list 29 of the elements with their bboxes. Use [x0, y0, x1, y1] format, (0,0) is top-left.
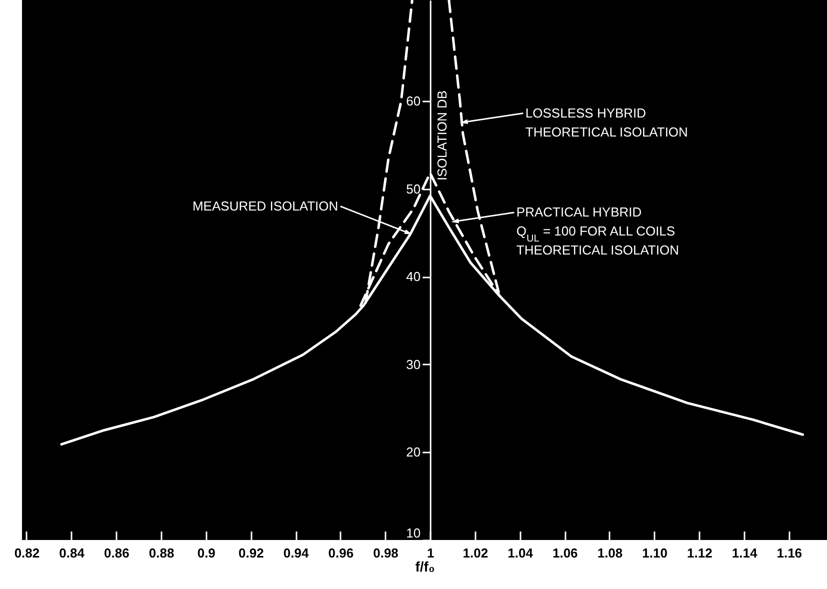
y-tick-label: 30: [406, 356, 421, 372]
y-tick-label: 60: [406, 93, 421, 108]
y-tick-label: 40: [406, 269, 421, 284]
x-tick-label: 1.02: [462, 546, 488, 560]
x-tick-label: 1.06: [552, 546, 578, 560]
x-tick-label: 0.86: [104, 546, 130, 560]
x-tick-label: 1.12: [687, 546, 712, 560]
x-tick-label: 0.96: [328, 546, 354, 560]
annotation: PRACTICAL HYBRID Q$_{UL}$ = 100 FOR ALL COILS THEORETICAL ISOLATION: [516, 204, 679, 258]
x-tick-label: 0.82: [14, 546, 40, 560]
x-tick-label: 0.88: [148, 546, 174, 560]
x-tick-label: 1.10: [642, 546, 668, 560]
y-tick-label: 50: [406, 181, 421, 196]
x-tick-label: 0.84: [59, 546, 86, 560]
x-axis-title: f/f₀: [415, 558, 435, 574]
x-tick-label: 0.92: [238, 546, 264, 560]
annotation: LOSSLESS HYBRID THEORETICAL ISOLATION: [525, 105, 688, 140]
x-tick-label: 1: [426, 546, 434, 560]
x-tick-label: 1.08: [597, 546, 623, 560]
x-tick-label: 1.14: [732, 546, 758, 560]
y-tick-label: 10: [406, 526, 421, 540]
annotation: MEASURED ISOLATION: [192, 198, 338, 214]
y-tick-label: 20: [406, 444, 421, 460]
x-tick-label: 1.16: [776, 546, 802, 560]
x-tick-label: 0.94: [283, 546, 310, 560]
x-tick-label: 0.98: [373, 546, 398, 560]
x-tick-label: 0.9: [197, 546, 216, 560]
x-tick-label: 1.04: [508, 546, 534, 560]
y-axis-title: ISOLATION DB: [434, 90, 450, 181]
